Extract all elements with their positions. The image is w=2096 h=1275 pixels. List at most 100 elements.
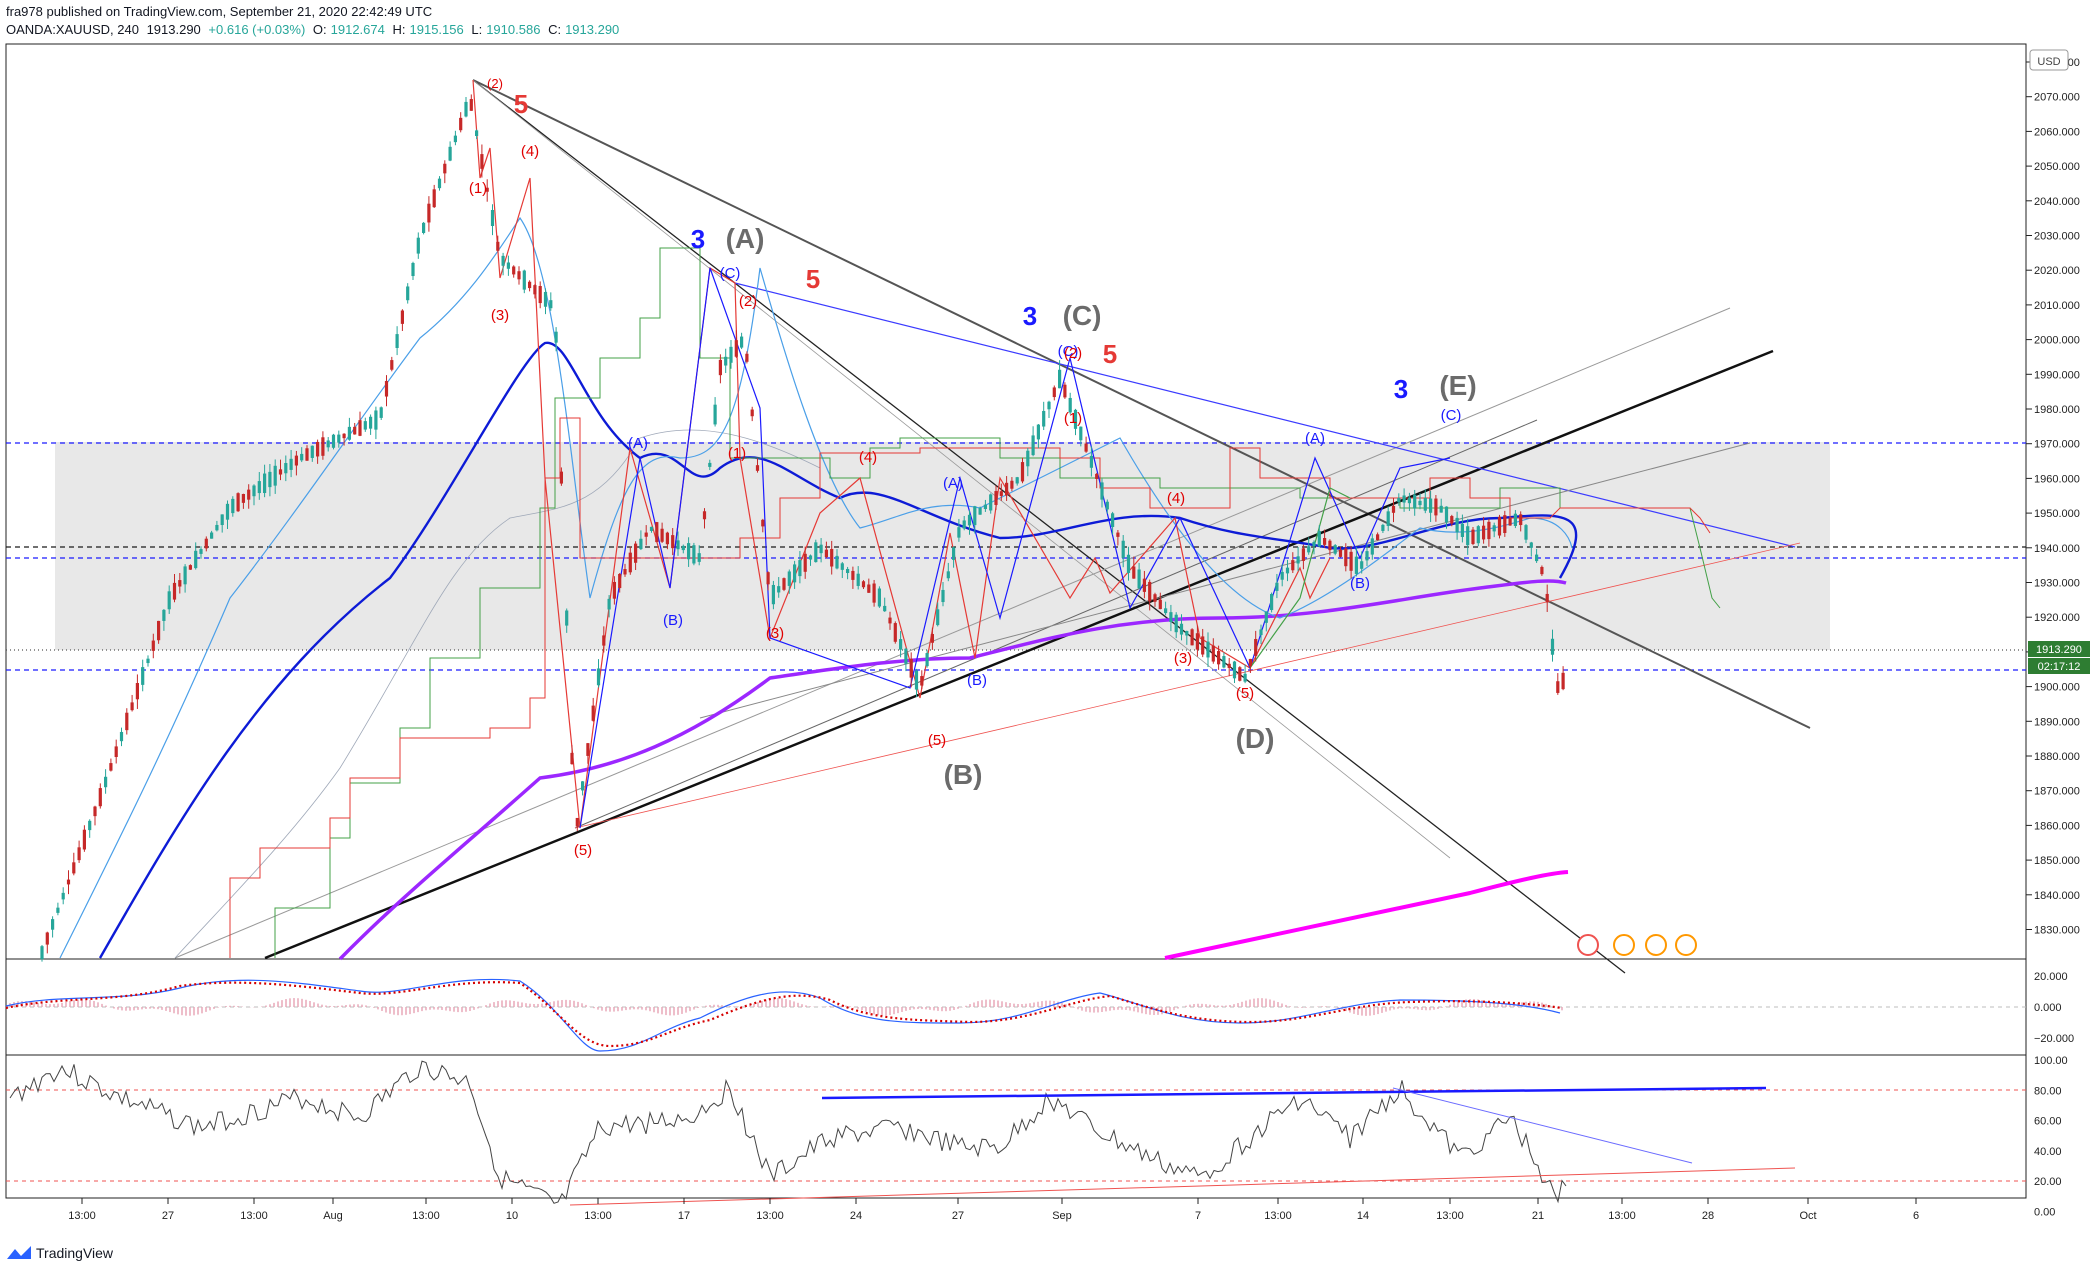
wave-label: (1) [469, 180, 487, 197]
tradingview-logo[interactable]: TradingView [6, 1245, 113, 1261]
candle [422, 221, 426, 235]
candle [1068, 392, 1072, 415]
price-tick-label: 1990.000 [2034, 369, 2080, 381]
wave-labels[interactable]: (2)5(4)(1)(3)3 (A)(C) 5(2)(A)(1)(B)(3)(5)(… [469, 76, 1477, 859]
candle [1349, 545, 1353, 579]
candle [766, 571, 770, 591]
candle [1206, 632, 1210, 668]
symbol-line: OANDA:XAUUSD, 240 1913.290 +0.616 (+0.03… [6, 22, 623, 37]
candle [252, 484, 256, 506]
time-tick-label: 7 [1195, 1210, 1201, 1222]
candle [676, 531, 680, 556]
candle [1169, 604, 1173, 632]
candle [925, 650, 929, 668]
candle [157, 620, 161, 644]
candle [1222, 652, 1226, 669]
wave-label: 5 [514, 89, 528, 119]
candlesticks[interactable] [40, 94, 1565, 962]
candle [1164, 601, 1168, 616]
economic-event-markers[interactable] [1577, 934, 1697, 956]
candle [877, 586, 881, 608]
candle [1264, 611, 1268, 632]
candle [1423, 489, 1427, 514]
price-tick-label: 1860.000 [2034, 820, 2080, 832]
rsi-trend-line [1392, 1087, 1693, 1164]
candle [1482, 516, 1486, 544]
rsi-pane[interactable]: 100.00 80.00 60.00 40.00 20.00 0.00 [6, 1055, 2068, 1219]
candle [824, 541, 828, 559]
candle [591, 697, 595, 722]
candle [490, 204, 495, 236]
candle [1280, 564, 1284, 587]
candle [565, 608, 569, 633]
candle [952, 546, 956, 568]
rsi-tick-label: 80.00 [2034, 1085, 2062, 1097]
candle [639, 530, 643, 551]
macd-histogram [9, 998, 1563, 1016]
time-tick-label: 13:00 [1608, 1210, 1636, 1222]
candle [1513, 510, 1517, 529]
candle [856, 566, 860, 590]
candle [1434, 495, 1438, 522]
chart-canvas[interactable]: (2)5(4)(1)(3)3 (A)(C) 5(2)(A)(1)(B)(3)(5)(… [0, 38, 2096, 1235]
candle [899, 631, 903, 658]
currency-badge[interactable]: USD [2029, 49, 2069, 71]
range-box[interactable] [55, 442, 1830, 650]
candle [1227, 657, 1231, 677]
time-axis[interactable]: 13:00 27 13:00 Aug 13:00 10 13:00 17 13:00 24 27 Se… [68, 1198, 1919, 1222]
candle [77, 840, 81, 863]
candle [941, 581, 945, 607]
trend-lines[interactable] [174, 79, 1811, 1078]
candle [162, 609, 166, 631]
candle [1211, 638, 1215, 664]
open-label: O: [312, 22, 327, 37]
candle [1524, 523, 1528, 544]
candle [146, 655, 150, 667]
candle [1243, 664, 1247, 684]
wave-label: (4) [1167, 490, 1185, 507]
candle [427, 196, 431, 232]
candle [225, 500, 230, 529]
wave-label: 3 [691, 224, 705, 254]
candle [326, 437, 330, 452]
candle [660, 522, 664, 543]
price-tick-label: 2010.000 [2034, 300, 2080, 312]
candle [1296, 546, 1300, 572]
candle [40, 945, 44, 962]
open-value: 1912.674 [330, 22, 385, 37]
candle [1556, 673, 1560, 695]
wave-label: 3 [1023, 301, 1037, 331]
ma-blue [98, 341, 1578, 959]
trend-line [472, 79, 1811, 729]
candle [1238, 666, 1242, 682]
candle [210, 530, 214, 539]
candle [1042, 401, 1046, 431]
candle [1010, 477, 1014, 492]
rsi-trend-line [569, 1167, 1796, 1206]
candle [273, 459, 277, 494]
candle [300, 447, 304, 463]
candle [681, 544, 685, 554]
macd-tick-label: 20.000 [2034, 971, 2068, 983]
step-lines[interactable] [229, 247, 1721, 958]
price-axis[interactable]: 2080.0002070.0002060.0002050.0002040.000… [2026, 57, 2080, 937]
candle [437, 176, 442, 191]
price-tick-label: 2030.000 [2034, 231, 2080, 243]
candle [1429, 490, 1433, 522]
candle [353, 422, 357, 435]
wave-label: 5 [806, 264, 820, 294]
candle [374, 406, 378, 440]
symbol-name[interactable]: OANDA:XAUUSD, 240 [6, 22, 139, 37]
candle [793, 560, 797, 589]
macd-pane[interactable]: 20.000 0.000 −20.000 [5, 971, 2074, 1052]
candle [1354, 546, 1358, 577]
candle [236, 492, 240, 512]
high-value: 1915.156 [409, 22, 464, 37]
candle [268, 464, 272, 497]
candle [867, 578, 871, 593]
candle [1545, 584, 1549, 612]
trend-line [472, 79, 1626, 974]
candle [289, 449, 293, 478]
candle [1381, 523, 1385, 534]
time-tick-label: 27 [952, 1210, 964, 1222]
